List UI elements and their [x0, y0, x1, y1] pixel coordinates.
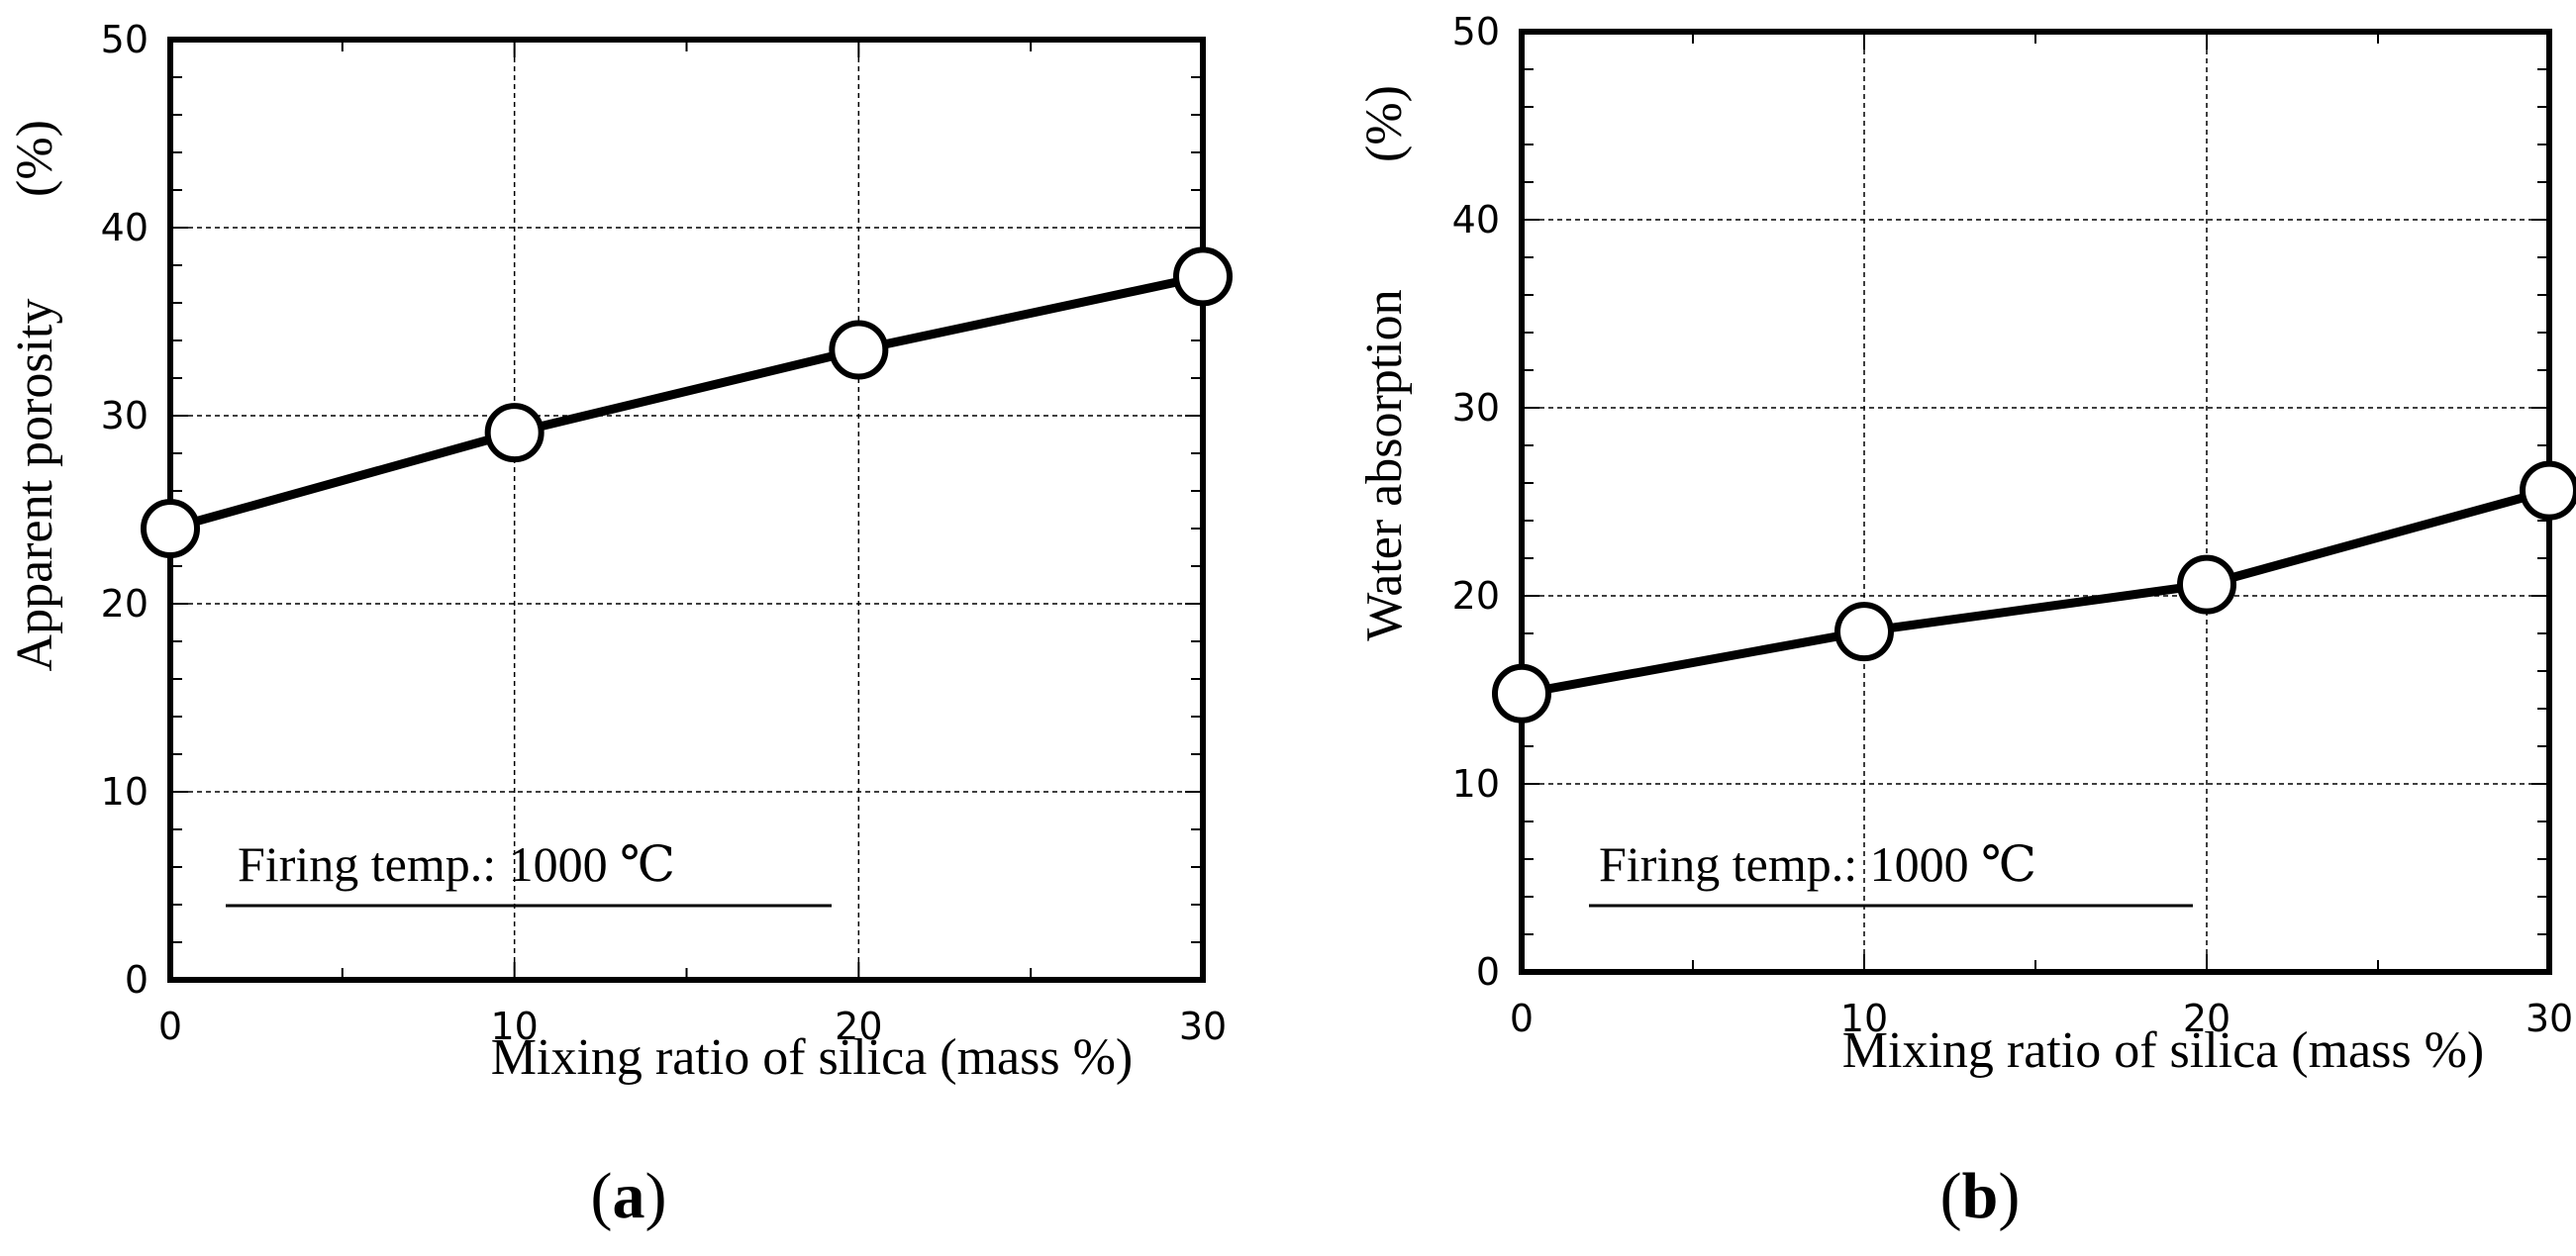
panel-b-y-axis-title: Water absorption: [1356, 289, 1413, 640]
panel-b-chart: 0 10 20 30 40 50 0 10 20 30 Firing temp.: 1000 ℃…: [1356, 10, 2576, 1232]
panel-a-y-tick-label-50: 50: [101, 18, 149, 61]
panel-b-label-letter: b: [1962, 1160, 1999, 1232]
panel-a-x-tick-labels: 0 10 20 30: [158, 1005, 1227, 1048]
panel-a-data-point-10: [484, 403, 545, 463]
panel-a-y-axis-unit: (%): [7, 120, 63, 197]
panel-b-y-tick-label-10: 10: [1452, 762, 1500, 806]
panel-b-x-tick-label-20: 20: [2183, 997, 2230, 1040]
panel-a-x-tick-label-20: 20: [835, 1005, 882, 1048]
panel-a-markers: [141, 246, 1233, 558]
panel-a-annotation: Firing temp.: 1000 ℃: [238, 836, 675, 892]
panel-b-data-point-30: [2520, 460, 2576, 521]
panel-b-y-tick-labels: 0 10 20 30 40 50: [1452, 10, 1500, 994]
panel-b-data-point-20: [2177, 554, 2236, 615]
panel-a-y-tick-label-20: 20: [101, 582, 149, 626]
panel-b-y-tick-label-50: 50: [1452, 10, 1500, 53]
panel-a-y-tick-label-30: 30: [101, 394, 149, 437]
panel-a-series-line: [168, 271, 1204, 533]
panel-b-x-tick-label-30: 30: [2526, 997, 2573, 1040]
panel-b-grid: [1522, 32, 2549, 972]
panel-b-data-point-10: [1834, 602, 1894, 662]
panel-b-y-axis-unit: (%): [1356, 85, 1413, 162]
panel-a-grid: [170, 40, 1203, 980]
panel-b-y-tick-label-0: 0: [1476, 950, 1500, 994]
panel-b-plot-frame: [1519, 29, 2552, 975]
panel-a-label: (a): [591, 1160, 667, 1232]
panel-b-markers: [1492, 460, 2576, 724]
panel-a-y-axis-title: Apparent porosity: [7, 299, 63, 672]
panel-a-data-point-0: [141, 499, 200, 558]
panel-a-y-tick-labels: 0 10 20 30 40 50: [101, 18, 149, 1002]
panel-b-x-tick-label-10: 10: [1840, 997, 1888, 1040]
panel-a-x-tick-label-10: 10: [490, 1005, 538, 1048]
panel-a-chart: 0 10 20 30 40 50 0 10 20 30 Firing temp.: 1000 ℃…: [7, 18, 1233, 1232]
panel-b-series-line: [1521, 486, 2551, 699]
panel-b-annotation: Firing temp.: 1000 ℃: [1599, 836, 2036, 892]
panel-b-data-point-0: [1492, 663, 1551, 724]
panel-a-y-tick-label-40: 40: [101, 206, 149, 249]
panel-a-x-axis-title: Mixing ratio of silica (mass %): [491, 1029, 1133, 1086]
panel-a-x-tick-label-30: 30: [1179, 1005, 1227, 1048]
panel-a-y-tick-label-0: 0: [125, 958, 149, 1002]
panel-b-x-tick-label-0: 0: [1510, 997, 1534, 1040]
panel-b-minor-ticks: [1522, 32, 2549, 972]
panel-b-y-tick-label-30: 30: [1452, 386, 1500, 430]
panel-a-label-letter: a: [613, 1160, 645, 1232]
panel-a-y-tick-label-10: 10: [101, 770, 149, 814]
panel-a-data-point-30: [1173, 246, 1233, 307]
panel-a-data-point-20: [829, 320, 889, 380]
panel-b-y-tick-label-20: 20: [1452, 574, 1500, 618]
panel-b-y-tick-label-40: 40: [1452, 198, 1500, 242]
panel-b-label: (b): [1940, 1160, 2021, 1232]
panel-a-x-tick-label-0: 0: [158, 1005, 182, 1048]
panel-b-x-tick-labels: 0 10 20 30: [1510, 997, 2573, 1040]
panel-b-x-axis-title: Mixing ratio of silica (mass %): [1842, 1022, 2484, 1079]
